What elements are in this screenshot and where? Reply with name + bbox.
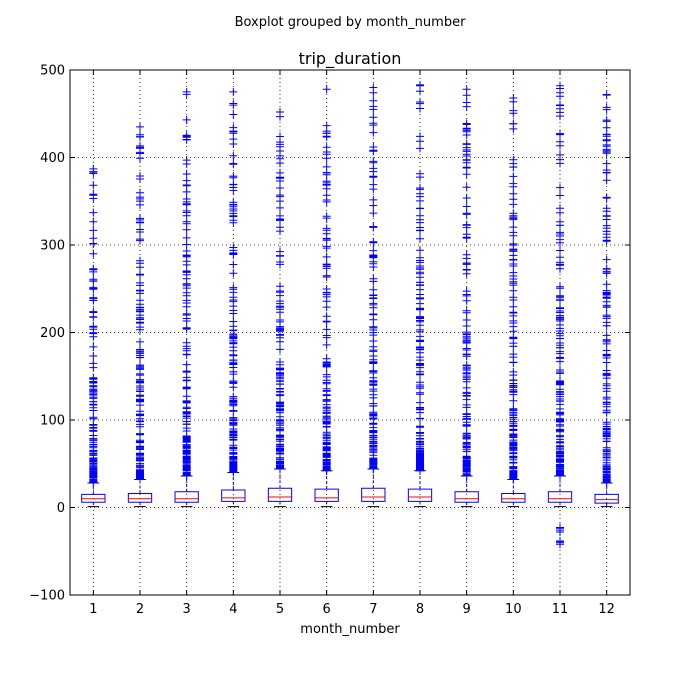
flier-markers bbox=[462, 85, 471, 480]
x-tick-label: 6 bbox=[323, 602, 331, 617]
box-iqr bbox=[314, 488, 339, 502]
x-axis-label: month_number bbox=[300, 622, 400, 637]
box-iqr bbox=[407, 488, 433, 502]
flier-markers bbox=[556, 81, 564, 549]
flier-markers bbox=[89, 164, 98, 487]
y-tick-label: 300 bbox=[40, 239, 65, 254]
box-iqr bbox=[594, 493, 619, 504]
box-iqr bbox=[501, 493, 526, 503]
box-iqr bbox=[361, 487, 386, 502]
x-tick-label: 12 bbox=[598, 602, 615, 617]
chart-title: trip_duration bbox=[299, 49, 402, 69]
x-tick-label: 3 bbox=[183, 602, 191, 617]
flier-markers bbox=[229, 87, 238, 477]
flier-markers bbox=[276, 108, 284, 473]
flier-markers bbox=[602, 90, 611, 487]
x-tick-label: 1 bbox=[89, 602, 97, 617]
x-tick-label: 7 bbox=[369, 602, 377, 617]
y-tick-label: 400 bbox=[40, 151, 65, 166]
box-iqr bbox=[267, 487, 293, 502]
flier-markers bbox=[509, 94, 518, 484]
y-tick-label: 200 bbox=[40, 326, 65, 341]
flier-markers bbox=[322, 85, 331, 475]
chart-suptitle: Boxplot grouped by month_number bbox=[235, 15, 467, 30]
box-iqr bbox=[221, 489, 246, 502]
fliers-layer bbox=[89, 80, 611, 549]
grid-lines bbox=[70, 70, 630, 595]
x-tick-label: 8 bbox=[416, 602, 424, 617]
box-iqr bbox=[174, 491, 199, 503]
box-iqr bbox=[547, 491, 573, 503]
flier-markers bbox=[182, 87, 191, 480]
y-tick-label: 0 bbox=[57, 501, 65, 516]
x-tick-label: 2 bbox=[136, 602, 144, 617]
x-tick-label: 9 bbox=[463, 602, 471, 617]
x-tick-label: 10 bbox=[505, 602, 522, 617]
x-tick-label: 11 bbox=[552, 602, 569, 617]
flier-markers bbox=[136, 122, 144, 484]
y-tick-label: 100 bbox=[40, 414, 65, 429]
box-iqr bbox=[454, 491, 479, 503]
flier-markers bbox=[369, 83, 378, 473]
box-iqr bbox=[127, 493, 153, 503]
x-tick-label: 4 bbox=[229, 602, 237, 617]
y-tick-label: 500 bbox=[40, 64, 65, 79]
x-tick-label: 5 bbox=[276, 602, 284, 617]
flier-markers bbox=[416, 80, 424, 475]
y-tick-label: −100 bbox=[29, 589, 65, 604]
